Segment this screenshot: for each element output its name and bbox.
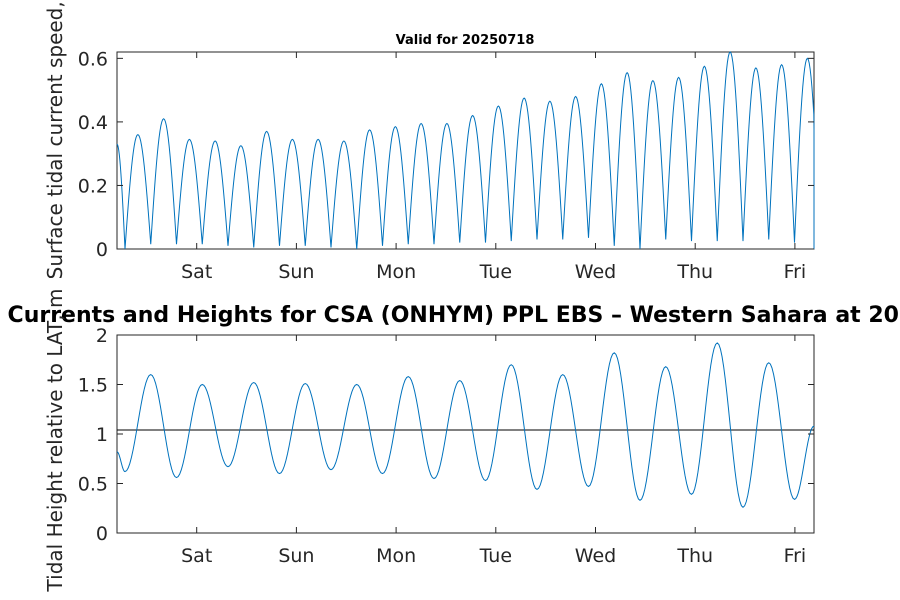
tidal-height-x-ticks: Sat Sun Mon Tue Wed Thu Fri bbox=[181, 335, 806, 567]
x-tick-label: Mon bbox=[376, 545, 416, 567]
tidal-height-title: Tidal Currents and Heights for CSA (ONHY… bbox=[0, 303, 900, 328]
current-speed-axes: 0 0.2 0.4 0.6 Sat Sun Mon Tue Wed Thu Fri Valid f… bbox=[43, 0, 815, 283]
x-tick-label: Fri bbox=[784, 545, 807, 567]
y-tick-label: 0.5 bbox=[78, 474, 108, 496]
current-speed-plot-area bbox=[116, 51, 815, 250]
tidal-height-y-ticks: 0 0.5 1 1.5 2 bbox=[78, 325, 814, 545]
x-tick-label: Sun bbox=[278, 261, 314, 283]
tidal-height-y-axis-label: Tidal Height relative to LAT, m bbox=[43, 289, 67, 593]
current-speed-x-ticks: Sat Sun Mon Tue Wed Thu Fri bbox=[181, 52, 806, 283]
tidal-height-axes: 0 0.5 1 1.5 2 Sat Sun Mon Tue Wed Thu Fri Tidal Cu… bbox=[0, 289, 900, 593]
y-tick-label: 1 bbox=[96, 424, 108, 446]
y-tick-label: 0.6 bbox=[78, 48, 108, 70]
x-tick-label: Mon bbox=[376, 261, 416, 283]
x-tick-label: Tue bbox=[479, 261, 512, 283]
current-speed-line bbox=[116, 51, 815, 250]
current-speed-title: Valid for 20250718 bbox=[396, 33, 535, 48]
x-tick-label: Wed bbox=[575, 261, 616, 283]
y-tick-label: 0.2 bbox=[78, 175, 108, 197]
tidal-height-series bbox=[116, 342, 815, 508]
x-tick-label: Sun bbox=[278, 545, 314, 567]
x-tick-label: Thu bbox=[676, 545, 713, 567]
y-tick-label: 0 bbox=[96, 523, 108, 545]
y-tick-label: 0.4 bbox=[78, 112, 108, 134]
x-tick-label: Thu bbox=[676, 261, 713, 283]
y-tick-label: 2 bbox=[96, 325, 108, 347]
tidal-height-line bbox=[116, 342, 815, 508]
y-tick-label: 1.5 bbox=[78, 375, 108, 397]
current-speed-y-axis-label: Surface tidal current speed, kn bbox=[43, 0, 67, 279]
current-speed-y-ticks: 0 0.2 0.4 0.6 bbox=[78, 48, 814, 261]
x-tick-label: Sat bbox=[181, 545, 212, 567]
x-tick-label: Tue bbox=[479, 545, 512, 567]
y-tick-label: 0 bbox=[96, 239, 108, 261]
x-tick-label: Sat bbox=[181, 261, 212, 283]
x-tick-label: Wed bbox=[575, 545, 616, 567]
x-tick-label: Fri bbox=[784, 261, 807, 283]
tidal-height-plot-area bbox=[116, 334, 815, 534]
current-speed-series bbox=[116, 51, 815, 250]
